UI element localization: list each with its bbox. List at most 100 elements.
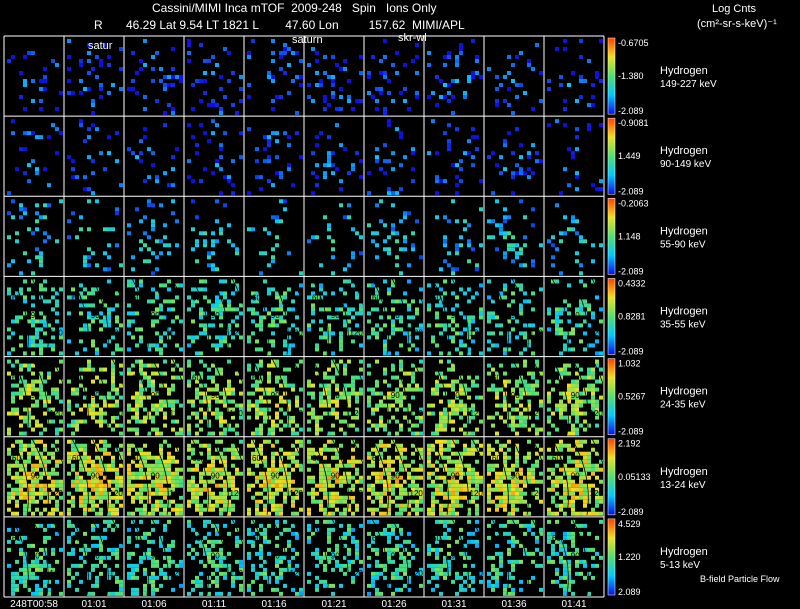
contour-label: 90 [91,552,100,561]
contour-label: 90 [31,471,40,480]
species-label: Hydrogen [660,145,708,157]
contour-label: 60 [552,293,561,302]
pitch-angle-contour [511,438,529,515]
panel-r5-c3: 60 90 120 [185,437,249,516]
panel-r1-c6 [365,117,423,196]
colorbar-min: -2.089 [618,507,644,517]
contour-label: 60 [12,454,21,463]
pitch-angle-contour [391,278,409,355]
contour-label: 60 [432,454,441,463]
contour-label: 120 [530,329,544,338]
skr-label: skr-wl [398,32,427,44]
panel-r6-c3: 60 90 120 [185,517,249,596]
contour-label: 90 [331,311,340,320]
pitch-angle-contour [331,438,349,515]
contour-label: 60 [432,374,441,383]
contour-label: 90 [451,311,460,320]
pitch-angle-contour [91,358,109,435]
contour-label: 120 [170,329,184,338]
contour-label: 60 [132,534,141,543]
pitch-angle-contour [151,438,169,515]
contour-label: 60 [252,293,261,302]
pitch-angle-contour [371,358,389,435]
panel-grid: 60 90 120 60 90 120 60 90 120 60 90 120 60 90 120 60 90 1… [3,35,609,598]
panel-r0-c6 [365,37,423,116]
contour-label: 90 [331,552,340,561]
pitch-angle-contour [71,278,89,355]
pitch-angle-contour [71,438,89,515]
contour-label: 60 [192,454,201,463]
contour-label: 90 [451,552,460,561]
energy-label: 5-13 keV [660,560,700,571]
panel-r6-c5: 60 90 120 [305,517,369,596]
colorbar-min: -2.089 [618,347,644,357]
contour-label: 60 [372,534,381,543]
contour-label: 120 [590,489,604,498]
contour-label: 90 [571,391,580,400]
colorbar-4: 1.032 0.5267 -2.089 Hydrogen 24-35 keV [607,358,708,437]
time-label-4: 01:16 [261,599,286,609]
contour-label: 120 [590,329,604,338]
panel-r2-c2 [125,197,183,276]
contour-label: 120 [230,329,244,338]
contour-label: 90 [271,471,280,480]
contour-label: 60 [72,454,81,463]
pitch-angle-contour [431,278,449,355]
orbit-info: R 46.29 Lat 9.54 LT 1821 L 47.60 Lon 157… [94,18,465,32]
pitch-angle-contour [131,358,149,435]
pitch-angle-contour [251,358,269,435]
contour-label: 60 [312,293,321,302]
panel-r1-c3 [185,117,243,196]
contour-label: 120 [410,569,424,578]
contour-label: 90 [211,311,220,320]
contour-label: 90 [151,471,160,480]
pitch-angle-contour [511,518,529,596]
contour-label: 60 [372,374,381,383]
panel-r2-c3 [185,197,243,276]
colorbar-mid: 0.05133 [618,472,651,482]
energy-label: 90-149 keV [660,159,711,170]
pitch-angle-contour [311,358,329,435]
pitch-angle-contour [211,438,229,515]
contour-label: 90 [331,471,340,480]
contour-label: 90 [91,311,100,320]
contour-label: 90 [451,391,460,400]
pitch-angle-contour [491,278,509,355]
contour-label: 90 [391,552,400,561]
contour-label: 120 [470,489,484,498]
panel-r6-c7: 60 90 120 [425,517,489,596]
contour-label: 90 [211,471,220,480]
pitch-angle-contour [191,438,209,515]
contour-label: 60 [12,374,21,383]
pitch-angle-contour [251,278,269,355]
contour-label: 90 [31,311,40,320]
contour-label: 90 [571,552,580,561]
panel-r3-c9: 60 90 120 [545,277,609,356]
panel-r2-c1 [65,197,123,276]
contour-label: 60 [12,534,21,543]
contour-label: 120 [350,329,364,338]
pitch-angle-contour [331,358,349,435]
time-label-2: 01:06 [141,599,166,609]
panel-r0-c0 [5,37,63,116]
panel-r0-c5 [305,37,363,116]
pitch-angle-contour [271,518,289,596]
pitch-angle-contour [491,518,509,596]
pitch-angle-contour [31,278,49,355]
contour-label: 120 [110,569,124,578]
contour-label: 90 [151,552,160,561]
contour-label: 60 [72,534,81,543]
contour-label: 90 [31,391,40,400]
pitch-angle-contour [211,278,229,355]
time-label-1: 01:01 [81,599,106,609]
pitch-angle-contour [151,358,169,435]
pitch-angle-contour [551,278,569,355]
contour-label: 60 [12,293,21,302]
panel-r6-c8: 60 90 120 [485,517,549,596]
contour-label: 90 [571,471,580,480]
contour-label: 60 [132,454,141,463]
panel-r1-c5 [305,117,363,196]
contour-label: 90 [151,391,160,400]
pitch-angle-contour [451,278,469,355]
